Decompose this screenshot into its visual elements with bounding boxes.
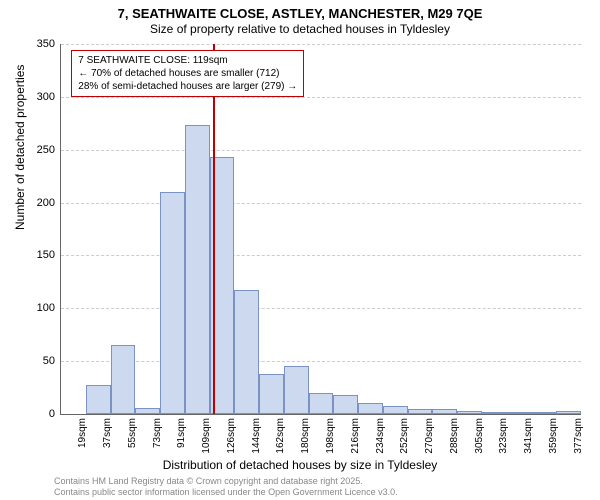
x-tick-label: 55sqm xyxy=(127,418,138,448)
gridline xyxy=(61,203,581,204)
y-tick-label: 0 xyxy=(49,408,55,420)
callout-line: 28% of semi-detached houses are larger (… xyxy=(78,80,297,93)
x-tick-label: 19sqm xyxy=(77,418,88,448)
x-tick-label: 162sqm xyxy=(275,418,286,454)
x-tick-label: 305sqm xyxy=(474,418,485,454)
y-tick-label: 50 xyxy=(43,355,55,367)
gridline xyxy=(61,150,581,151)
callout-line: ← 70% of detached houses are smaller (71… xyxy=(78,67,297,80)
x-tick-label: 91sqm xyxy=(176,418,187,448)
x-tick-label: 216sqm xyxy=(350,418,361,454)
histogram-bar xyxy=(284,366,309,414)
y-tick-label: 100 xyxy=(37,302,55,314)
y-axis-label: Number of detached properties xyxy=(13,65,27,230)
x-tick-label: 288sqm xyxy=(449,418,460,454)
histogram-bar xyxy=(333,395,358,414)
y-tick-label: 300 xyxy=(37,91,55,103)
histogram-bar xyxy=(358,403,383,414)
histogram-bar xyxy=(507,412,532,414)
gridline xyxy=(61,361,581,362)
histogram-bar xyxy=(482,412,507,414)
y-tick-label: 350 xyxy=(37,38,55,50)
marker-callout: 7 SEATHWAITE CLOSE: 119sqm← 70% of detac… xyxy=(71,50,304,97)
x-tick-label: 73sqm xyxy=(152,418,163,448)
x-tick-label: 377sqm xyxy=(573,418,584,454)
histogram-bar xyxy=(86,385,111,414)
histogram-bar xyxy=(111,345,136,414)
histogram-bar xyxy=(309,393,334,414)
x-tick-label: 198sqm xyxy=(325,418,336,454)
chart-title-sub: Size of property relative to detached ho… xyxy=(0,22,600,36)
gridline xyxy=(61,255,581,256)
histogram-bar xyxy=(234,290,259,414)
y-tick-label: 200 xyxy=(37,197,55,209)
x-tick-label: 126sqm xyxy=(226,418,237,454)
gridline xyxy=(61,308,581,309)
gridline xyxy=(61,44,581,45)
attribution-text: Contains HM Land Registry data © Crown c… xyxy=(54,476,398,498)
histogram-bar xyxy=(185,125,210,414)
marker-line xyxy=(213,44,215,414)
chart-title-main: 7, SEATHWAITE CLOSE, ASTLEY, MANCHESTER,… xyxy=(0,6,600,21)
x-tick-label: 252sqm xyxy=(399,418,410,454)
histogram-bar xyxy=(432,409,457,414)
callout-line: 7 SEATHWAITE CLOSE: 119sqm xyxy=(78,54,297,67)
x-tick-label: 180sqm xyxy=(300,418,311,454)
histogram-bar xyxy=(135,408,160,414)
x-tick-label: 144sqm xyxy=(251,418,262,454)
histogram-bar xyxy=(531,412,556,414)
x-tick-label: 270sqm xyxy=(424,418,435,454)
chart-container: 7, SEATHWAITE CLOSE, ASTLEY, MANCHESTER,… xyxy=(0,0,600,500)
histogram-bar xyxy=(383,406,408,414)
x-tick-label: 359sqm xyxy=(548,418,559,454)
histogram-bar xyxy=(160,192,185,414)
x-tick-label: 37sqm xyxy=(102,418,113,448)
histogram-bar xyxy=(259,374,284,414)
histogram-bar xyxy=(556,411,581,414)
x-tick-label: 341sqm xyxy=(523,418,534,454)
plot-area: 05010015020025030035019sqm37sqm55sqm73sq… xyxy=(60,44,581,415)
x-tick-label: 323sqm xyxy=(498,418,509,454)
x-axis-label: Distribution of detached houses by size … xyxy=(0,458,600,472)
y-tick-label: 250 xyxy=(37,144,55,156)
x-tick-label: 109sqm xyxy=(201,418,212,454)
y-tick-label: 150 xyxy=(37,249,55,261)
attribution-line2: Contains public sector information licen… xyxy=(54,487,398,498)
x-tick-label: 234sqm xyxy=(375,418,386,454)
histogram-bar xyxy=(408,409,433,414)
attribution-line1: Contains HM Land Registry data © Crown c… xyxy=(54,476,398,487)
histogram-bar xyxy=(457,411,482,414)
